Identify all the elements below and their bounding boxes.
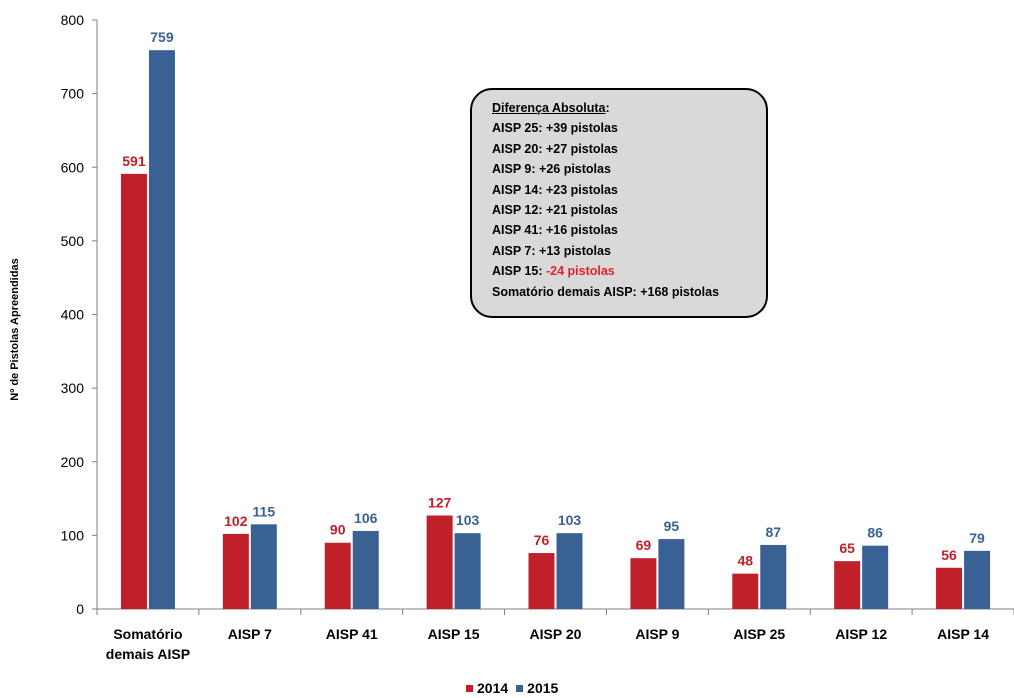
x-category-label: AISP 9: [635, 626, 679, 642]
bar-2015: [454, 533, 481, 609]
annotation-line-value: +16 pistolas: [545, 223, 618, 238]
y-tick-label: 800: [61, 12, 85, 28]
bar-2014: [222, 533, 249, 609]
bar-2014: [834, 561, 861, 609]
data-label-2015: 759: [150, 29, 174, 45]
data-label-2015: 86: [867, 525, 883, 541]
annotation-line-value: +27 pistolas: [545, 141, 618, 156]
y-tick-label: 200: [61, 454, 85, 470]
annotation-line-value: -24 pistolas: [545, 264, 615, 279]
y-tick-label: 700: [61, 86, 85, 102]
annotation-line: AISP 20: +27 pistolas: [492, 139, 766, 159]
annotation-line-label: AISP 41:: [492, 223, 546, 238]
bar-2014: [936, 567, 963, 609]
data-label-2014: 127: [428, 494, 452, 510]
data-label-2015: 87: [765, 524, 781, 540]
annotation-line-label: Somatório demais AISP:: [492, 284, 641, 299]
x-category-label: AISP 25: [733, 626, 785, 642]
bar-2014: [528, 553, 555, 609]
bar-2014: [630, 558, 657, 609]
legend-swatch-2014: [466, 684, 473, 692]
x-category-label: AISP 15: [428, 626, 480, 642]
annotation-line-label: AISP 7:: [492, 243, 540, 258]
data-label-2014: 76: [534, 532, 550, 548]
data-label-2014: 102: [224, 513, 248, 529]
data-label-2014: 69: [636, 537, 652, 553]
annotation-line: AISP 41: +16 pistolas: [492, 220, 766, 240]
legend: 2014 2015: [466, 680, 566, 696]
data-label-2015: 106: [354, 510, 378, 526]
bar-2014: [120, 173, 147, 609]
x-category-label: AISP 14: [937, 626, 989, 642]
bar-2015: [148, 50, 175, 609]
bar-2014: [426, 515, 453, 609]
y-tick-label: 300: [61, 380, 85, 396]
data-label-2014: 591: [122, 153, 146, 169]
annotation-line: AISP 9: +26 pistolas: [492, 159, 766, 179]
data-label-2015: 95: [664, 518, 680, 534]
bar-2014: [732, 573, 759, 609]
annotation-line: Somatório demais AISP: +168 pistolas: [492, 282, 766, 302]
data-label-2015: 103: [456, 512, 480, 528]
data-label-2015: 115: [253, 503, 276, 519]
data-label-2015: 79: [969, 530, 985, 546]
annotation-line-label: AISP 14:: [492, 182, 546, 197]
annotation-line-label: AISP 9:: [492, 162, 540, 177]
y-tick-label: 500: [61, 233, 85, 249]
bar-2014: [324, 542, 351, 609]
annotation-title: Diferença Absoluta:: [492, 101, 610, 115]
y-tick-label: 0: [76, 601, 84, 617]
annotation-line: AISP 12: +21 pistolas: [492, 200, 766, 220]
data-label-2014: 56: [941, 547, 957, 563]
bar-2015: [964, 550, 991, 609]
annotation-line: AISP 14: +23 pistolas: [492, 180, 766, 200]
annotation-line: AISP 25: +39 pistolas: [492, 118, 766, 138]
bar-2015: [352, 530, 379, 609]
x-category-label: AISP 12: [835, 626, 887, 642]
data-label-2014: 90: [330, 522, 346, 538]
y-axis-title: Nº de Pistolas Apreendidas: [9, 258, 21, 400]
annotation-line-label: AISP 20:: [492, 141, 546, 156]
x-category-label: demais AISP: [106, 646, 190, 662]
data-label-2014: 48: [737, 553, 753, 569]
bar-2015: [250, 524, 277, 609]
data-label-2015: 103: [558, 512, 582, 528]
data-label-2014: 65: [839, 540, 855, 556]
annotation-line: AISP 7: +13 pistolas: [492, 241, 766, 261]
y-tick-label: 100: [61, 527, 85, 543]
x-category-label: AISP 41: [326, 626, 378, 642]
legend-item-2015: 2015: [516, 680, 558, 696]
annotation-line-label: AISP 25:: [492, 121, 546, 136]
x-category-label: AISP 7: [228, 626, 272, 642]
annotation-line: AISP 15: -24 pistolas: [492, 261, 766, 281]
legend-item-2014: 2014: [466, 680, 508, 696]
annotation-line-value: +23 pistolas: [545, 182, 618, 197]
difference-annotation-box: Diferença Absoluta: AISP 25: +39 pistola…: [470, 88, 768, 318]
annotation-line-value: +39 pistolas: [545, 121, 618, 136]
bar-2015: [760, 544, 787, 609]
annotation-line-value: +13 pistolas: [539, 243, 611, 258]
bar-2015: [862, 545, 889, 609]
bar-2015: [556, 533, 583, 609]
legend-swatch-2015: [516, 684, 524, 692]
x-category-label: Somatório: [113, 626, 182, 642]
annotation-line-value: +21 pistolas: [545, 203, 618, 218]
annotation-line-label: AISP 12:: [492, 203, 546, 218]
annotation-line-value: +168 pistolas: [640, 284, 720, 299]
annotation-line-value: +26 pistolas: [539, 162, 611, 177]
bar-2015: [658, 539, 685, 609]
y-tick-label: 400: [61, 307, 85, 323]
x-category-label: AISP 20: [530, 626, 582, 642]
y-tick-label: 600: [61, 159, 85, 175]
annotation-line-label: AISP 15:: [492, 264, 546, 279]
